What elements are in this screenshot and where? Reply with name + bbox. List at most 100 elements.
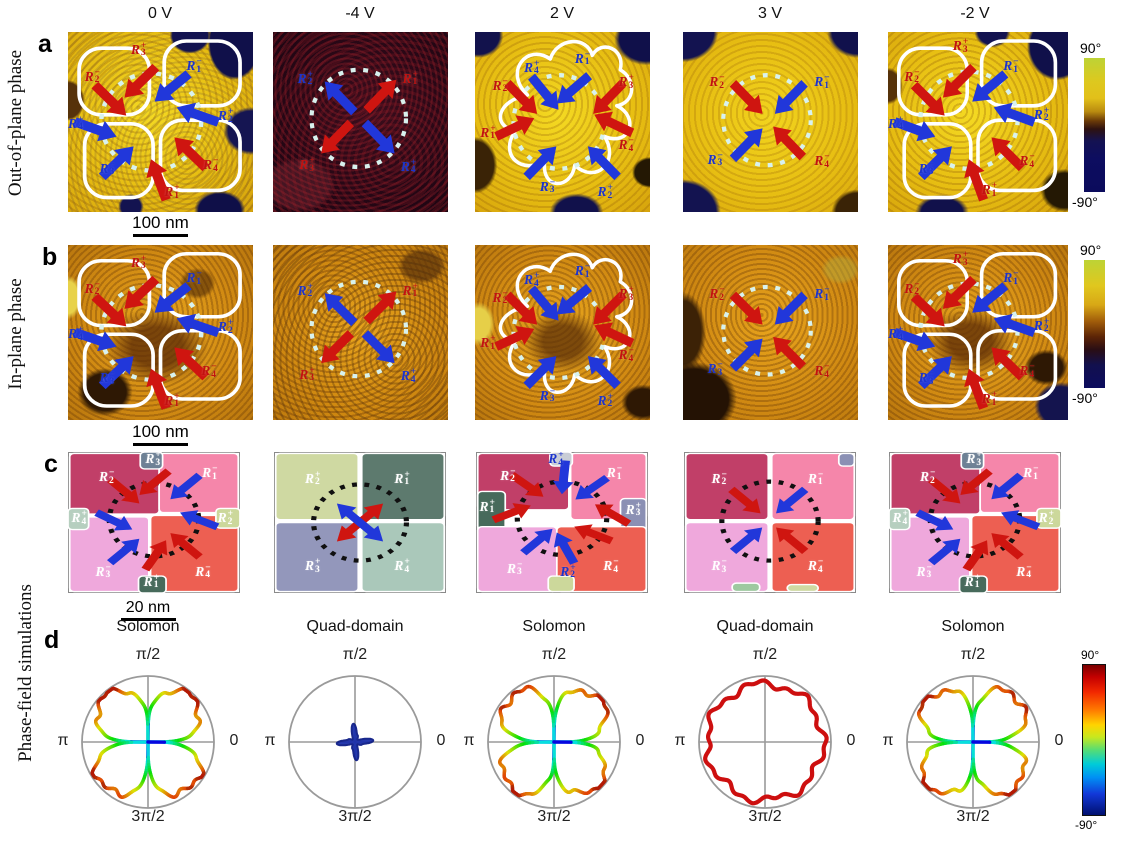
domain-label: R +1 bbox=[480, 123, 496, 142]
domain-label: R −4 bbox=[1019, 152, 1035, 170]
blue-polarization-arrow bbox=[98, 146, 134, 181]
scalebar-label-c: 20 nm bbox=[125, 599, 171, 616]
domain-label: R −2 bbox=[492, 76, 508, 95]
scalebar-line-a bbox=[133, 234, 188, 237]
domain-label: R +1 bbox=[964, 572, 981, 591]
red-polarization-arrow bbox=[593, 80, 627, 114]
polar5-top-label: π/2 bbox=[960, 646, 986, 663]
simulation-domain bbox=[139, 452, 164, 470]
polar-plot-4 bbox=[690, 667, 840, 817]
domain-label: R −4 bbox=[195, 562, 211, 581]
ip-phase-2V-overlay bbox=[494, 252, 635, 394]
simulation--4V-quad-domain-overlay bbox=[274, 452, 446, 593]
polar1-bottom-label: 3π/2 bbox=[131, 808, 165, 825]
voltage-header-4: 3 V bbox=[757, 5, 782, 22]
domain-label: R −1 bbox=[574, 262, 591, 280]
red-polarization-arrow bbox=[124, 275, 160, 309]
voltage-header-5: -2 V bbox=[960, 5, 990, 22]
colorbar-polar bbox=[1082, 664, 1106, 816]
dotted-circle bbox=[721, 284, 813, 377]
colorbar-polar-min-label: -90° bbox=[1075, 818, 1098, 832]
domain-label: R −3 bbox=[539, 386, 556, 404]
polar4-top-label: π/2 bbox=[752, 646, 778, 663]
domain-label: R −4 bbox=[1016, 562, 1032, 581]
red-polarization-arrow bbox=[574, 524, 614, 545]
domain-label: R +1 bbox=[143, 572, 160, 591]
domain-label: R +4 bbox=[68, 114, 84, 133]
simulation-2V-solomon-overlay bbox=[476, 452, 648, 593]
polar-title-3: Solomon bbox=[522, 618, 586, 635]
scalebar-label-b: 100 nm bbox=[132, 422, 189, 441]
panel-letter-c: c bbox=[44, 450, 58, 478]
pfm-image-background bbox=[273, 245, 448, 420]
polar-plot-canvas bbox=[288, 675, 422, 809]
domain-label: R −1 bbox=[814, 73, 830, 91]
blue-polarization-arrow bbox=[729, 128, 763, 163]
dotted-circle bbox=[309, 279, 409, 379]
blue-polarization-arrow bbox=[915, 509, 954, 531]
blue-polarization-arrow bbox=[523, 356, 557, 390]
blue-polarization-arrow bbox=[893, 117, 936, 142]
pfm-image-background bbox=[683, 32, 858, 212]
red-polarization-arrow bbox=[363, 79, 397, 114]
simulation-domain bbox=[786, 583, 820, 593]
domain-label: R +2 bbox=[1033, 316, 1050, 334]
domain-label: R −3 bbox=[918, 159, 935, 178]
domain-label: R −4 bbox=[814, 152, 830, 170]
panel-c2: R +2 R +1 R +3 R +4 bbox=[274, 452, 446, 593]
red-polarization-arrow bbox=[174, 137, 210, 172]
panel-b1: R −2 R +3 R −1 R +2 R +4 R −4 R −3 R +1 bbox=[68, 245, 253, 420]
domain-label: R +2 bbox=[304, 469, 321, 488]
red-polarization-arrow bbox=[504, 80, 538, 114]
dotted-circle bbox=[514, 479, 610, 558]
red-polarization-arrow bbox=[910, 81, 945, 116]
domain-outline bbox=[498, 39, 634, 186]
colorbar-oop bbox=[1084, 58, 1105, 192]
domain-label: R −1 bbox=[1003, 57, 1019, 75]
blue-polarization-arrow bbox=[552, 460, 574, 495]
row-label-out-of-plane-phase: Out-of-plane phase bbox=[5, 49, 26, 197]
voltage-header-3: 2 V bbox=[549, 5, 574, 22]
domain-outline bbox=[979, 39, 1058, 108]
blue-polarization-arrow bbox=[324, 293, 358, 327]
domain-label: R −4 bbox=[618, 346, 634, 364]
blue-polarization-arrow bbox=[98, 356, 134, 390]
red-polarization-arrow bbox=[910, 293, 945, 327]
panel-letter-b: b bbox=[42, 243, 58, 271]
simulation-domain bbox=[1036, 507, 1061, 529]
polar-title-1: Solomon bbox=[116, 618, 180, 635]
polar4-right-label: 0 bbox=[846, 732, 856, 749]
dotted-circle bbox=[719, 479, 821, 563]
blue-polarization-arrow bbox=[729, 527, 763, 554]
domain-label: R −4 bbox=[618, 136, 634, 154]
blue-polarization-arrow bbox=[918, 356, 952, 390]
domain-label: R −1 bbox=[807, 469, 824, 488]
blue-polarization-arrow bbox=[774, 80, 808, 114]
polar2-bottom-label: 3π/2 bbox=[338, 808, 372, 825]
blue-polarization-arrow bbox=[893, 328, 936, 352]
red-polarization-arrow bbox=[146, 368, 171, 410]
domain-outline bbox=[82, 332, 155, 408]
domain-label: R −2 bbox=[711, 469, 727, 488]
domain-outline bbox=[77, 259, 152, 328]
polar-plot-canvas bbox=[906, 675, 1040, 809]
blue-polarization-arrow bbox=[556, 284, 593, 315]
red-polarization-arrow bbox=[991, 533, 1024, 560]
domain-outline bbox=[902, 332, 973, 408]
scalebar-line-b bbox=[133, 443, 188, 446]
blue-polarization-arrow bbox=[170, 472, 203, 500]
polar2-left-label: π bbox=[264, 732, 276, 749]
domain-label: R −4 bbox=[1019, 362, 1035, 380]
domain-label: R −2 bbox=[500, 466, 516, 485]
red-polarization-arrow bbox=[491, 503, 531, 524]
blue-polarization-arrow bbox=[587, 146, 621, 181]
domain-label: R +4 bbox=[524, 271, 540, 289]
domain-label: R +3 bbox=[952, 250, 969, 268]
dotted-circle bbox=[721, 73, 813, 168]
domain-label: R −3 bbox=[707, 150, 723, 169]
polar5-right-label: 0 bbox=[1054, 732, 1064, 749]
domain-label: R −1 bbox=[202, 464, 218, 482]
panel-letter-a: a bbox=[38, 30, 52, 58]
domain-label: R −3 bbox=[707, 360, 723, 378]
domain-label: R +4 bbox=[892, 509, 908, 527]
